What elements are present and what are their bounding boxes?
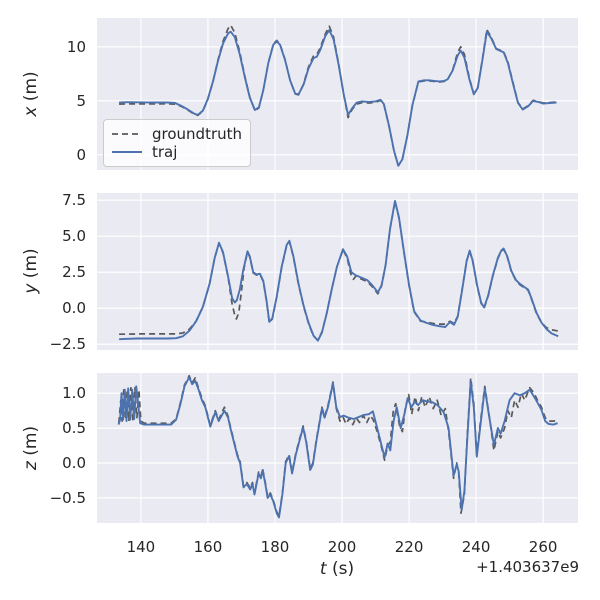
legend-label: traj: [152, 143, 178, 161]
axis-variable: t: [319, 559, 327, 579]
series-line-traj: [117, 376, 558, 519]
y-tick-label: 0: [76, 145, 86, 164]
y-tick-label: −0.5: [49, 488, 86, 507]
y-tick-label: 0.0: [62, 299, 86, 318]
x-tick-label: 220: [394, 538, 424, 556]
series-line-traj: [119, 199, 559, 342]
y-tick-label: 2.5: [62, 263, 86, 282]
y-tick-label: 5.0: [62, 227, 86, 246]
axis-variable: y: [21, 283, 41, 294]
x-tick-label: 180: [260, 538, 290, 556]
x-tick-label: 160: [193, 538, 223, 556]
x-tick-label: 140: [126, 538, 156, 556]
subplot-y: [97, 193, 578, 350]
subplot-z: [97, 373, 578, 523]
x-tick-label: 240: [461, 538, 491, 556]
y-tick-label: 0.5: [62, 419, 86, 438]
y-tick-label: 5: [76, 91, 86, 110]
legend: groundtruth traj: [103, 119, 251, 167]
axis-unit: (s): [326, 559, 355, 579]
y-tick-label: 0.0: [62, 454, 86, 472]
y-tick-label: 10: [66, 37, 86, 56]
legend-entry-traj: traj: [112, 143, 240, 161]
y-tick-label: −2.5: [49, 335, 86, 354]
x-axis-label: t (s): [237, 559, 437, 579]
x-tick-label: 260: [528, 538, 558, 556]
x-axis-offset-text: +1.403637e9: [476, 558, 579, 576]
y-tick-label: 1.0: [62, 384, 86, 403]
plot-canvas: [97, 193, 578, 350]
legend-label: groundtruth: [152, 125, 243, 143]
plot-canvas: [97, 373, 578, 523]
y-tick-label: 7.5: [62, 191, 86, 210]
dashed-line-icon: [112, 133, 142, 135]
solid-line-icon: [112, 151, 142, 153]
series-line-traj: [119, 29, 557, 167]
series-line-groundtruth: [117, 374, 559, 517]
x-tick-label: 200: [327, 538, 357, 556]
legend-entry-groundtruth: groundtruth: [112, 125, 243, 143]
